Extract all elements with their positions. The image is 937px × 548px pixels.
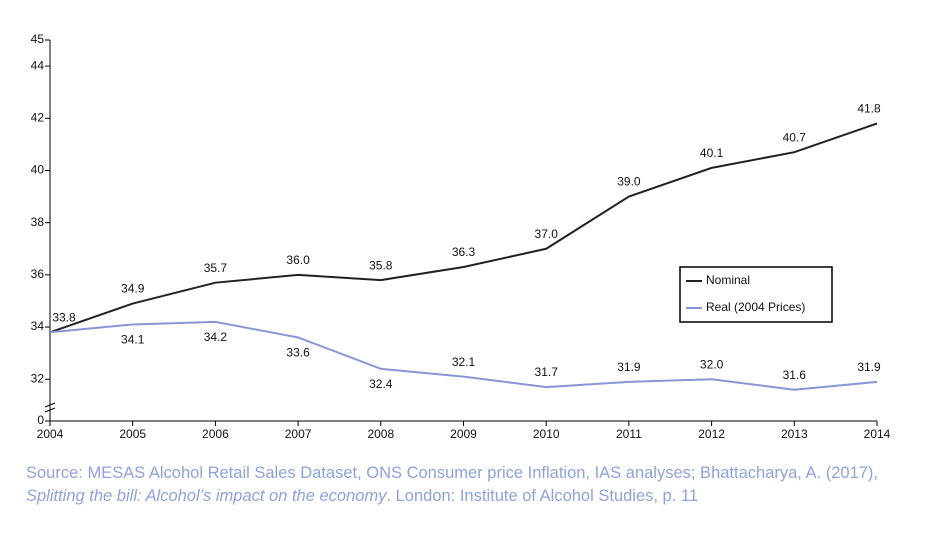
data-label: 32.0 (700, 357, 724, 371)
data-label: 36.0 (286, 253, 310, 267)
source-title: Splitting the bill: Alcohol’s impact on … (26, 487, 387, 505)
source-text: . London: Institute of Alcohol Studies, … (386, 487, 699, 505)
data-label: 34.2 (204, 330, 228, 344)
x-tick-label: 2013 (781, 427, 808, 441)
y-tick-label: 40 (31, 163, 45, 177)
x-tick-label: 2005 (119, 427, 146, 441)
data-label: 31.6 (783, 368, 807, 382)
legend-label: Real (2004 Prices) (706, 300, 805, 314)
data-label: 35.8 (369, 258, 393, 272)
y-tick-label: 42 (31, 110, 45, 124)
y-tick-label: 45 (31, 32, 45, 46)
x-tick-label: 2004 (37, 427, 64, 441)
x-tick-label: 2014 (864, 427, 891, 441)
data-label: 35.7 (204, 261, 228, 275)
data-label: 41.8 (857, 102, 881, 116)
data-label: 32.1 (452, 355, 476, 369)
x-tick-label: 2011 (616, 427, 642, 441)
x-tick-label: 2010 (533, 427, 560, 441)
data-label: 31.7 (535, 365, 559, 379)
y-tick-label: 32 (31, 371, 45, 385)
y-tick-label: 38 (31, 215, 45, 229)
data-label: 34.9 (121, 282, 145, 296)
series-line (49, 122, 878, 334)
data-label: 36.3 (452, 245, 476, 259)
data-label: 40.7 (783, 130, 807, 144)
y-tick-label: 34 (31, 319, 45, 333)
y-tick-label: 36 (31, 267, 45, 281)
data-label: 34.1 (121, 333, 145, 347)
data-label: 40.1 (700, 146, 724, 160)
series-line (49, 320, 878, 391)
data-label: 31.9 (617, 360, 641, 374)
data-label: 37.0 (535, 227, 559, 241)
data-label: 39.0 (617, 175, 641, 189)
axis-break (44, 402, 56, 408)
x-tick-label: 2008 (367, 427, 394, 441)
source-note: Source: MESAS Alcohol Retail Sales Datas… (26, 462, 916, 508)
data-label: 32.4 (369, 377, 393, 391)
x-tick-label: 2007 (285, 427, 312, 441)
data-label: 33.6 (286, 346, 310, 360)
data-label: 33.8 (52, 310, 76, 324)
y-tick-label: 44 (31, 58, 45, 72)
data-label: 31.9 (857, 360, 881, 374)
chart: 0 32 34 36 38 40 42 44 45 2004 2005 2006 2007 2008 200… (31, 32, 891, 441)
x-tick-label: 2012 (698, 427, 725, 441)
source-text: Source: MESAS Alcohol Retail Sales Datas… (26, 464, 878, 482)
legend-box (679, 266, 833, 323)
axis-break (44, 407, 56, 413)
y-tick-label: 0 (37, 413, 44, 427)
legend-label: Nominal (706, 273, 750, 287)
x-tick-label: 2009 (450, 427, 477, 441)
x-tick-label: 2006 (202, 427, 229, 441)
